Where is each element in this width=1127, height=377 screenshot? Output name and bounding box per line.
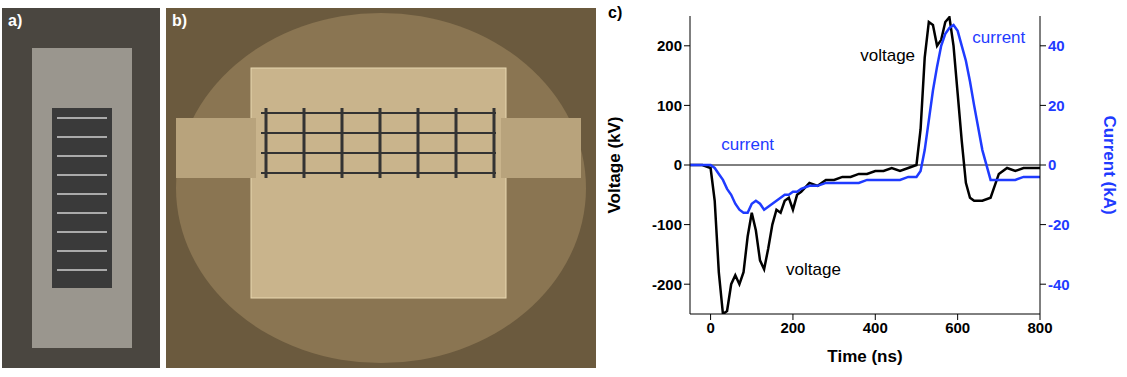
svg-text:-100: -100 bbox=[652, 216, 682, 233]
svg-text:600: 600 bbox=[945, 319, 970, 336]
html-text:b): b) bbox=[172, 12, 188, 29]
svg-text:0: 0 bbox=[1048, 156, 1056, 173]
svg-text:40: 40 bbox=[1048, 37, 1065, 54]
svg-text:-200: -200 bbox=[652, 276, 682, 293]
svg-text:200: 200 bbox=[657, 37, 682, 54]
svg-text:current: current bbox=[972, 28, 1025, 47]
svg-text:800: 800 bbox=[1027, 319, 1052, 336]
svg-text:20: 20 bbox=[1048, 97, 1065, 114]
svg-text:0: 0 bbox=[706, 319, 714, 336]
html-text:c): c) bbox=[608, 4, 623, 21]
svg-text:voltage: voltage bbox=[786, 260, 841, 279]
svg-text:Time (ns): Time (ns) bbox=[827, 347, 902, 366]
svg-text:0: 0 bbox=[674, 156, 682, 173]
svg-text:400: 400 bbox=[863, 319, 888, 336]
svg-text:100: 100 bbox=[657, 97, 682, 114]
svg-text:200: 200 bbox=[780, 319, 805, 336]
svg-text:-40: -40 bbox=[1048, 276, 1070, 293]
svg-text:voltage: voltage bbox=[860, 46, 915, 65]
html-text:a): a) bbox=[8, 12, 23, 29]
svg-text:Voltage (kV): Voltage (kV) bbox=[605, 117, 624, 214]
svg-text:Current (kA): Current (kA) bbox=[1100, 115, 1119, 214]
svg-text:current: current bbox=[721, 135, 774, 154]
svg-text:-20: -20 bbox=[1048, 216, 1070, 233]
